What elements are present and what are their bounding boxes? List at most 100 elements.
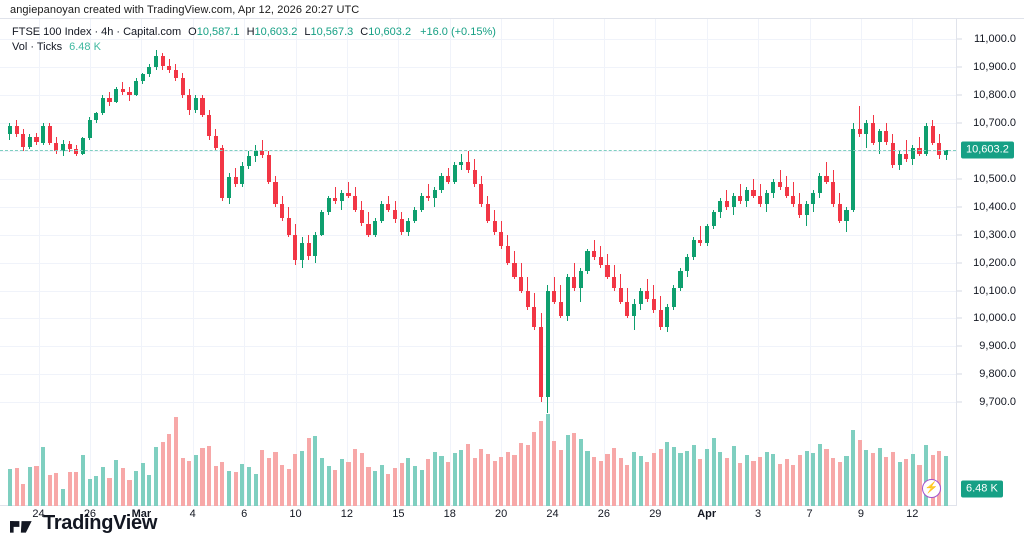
candle-body <box>751 189 756 196</box>
candlestick <box>704 19 710 506</box>
candle-wick <box>122 82 124 96</box>
candle-wick <box>168 58 170 73</box>
volume-bar <box>877 447 882 506</box>
candle-body <box>160 55 165 66</box>
volume-bar <box>167 433 172 506</box>
volume-bar <box>173 417 178 506</box>
candlestick <box>552 19 557 506</box>
candle-body <box>114 89 119 102</box>
candlestick <box>87 19 92 506</box>
candle-body <box>592 251 597 257</box>
volume-bar <box>200 447 205 506</box>
volume-bar <box>625 464 630 506</box>
candlestick <box>631 19 637 506</box>
volume-bar <box>180 457 185 506</box>
time-axis-label: 26 <box>597 508 611 520</box>
candle-body <box>691 240 696 257</box>
candle-body <box>744 189 749 202</box>
volume-bar <box>598 460 603 506</box>
volume-bar <box>14 467 19 506</box>
gridline-horizontal <box>0 318 956 320</box>
candle-body <box>844 209 849 221</box>
candle-wick <box>427 184 429 202</box>
candle-body <box>817 176 822 193</box>
candle-body <box>120 89 125 93</box>
candle-body <box>134 81 139 96</box>
gridline-vertical <box>398 19 399 506</box>
candle-wick <box>739 184 741 204</box>
candle-body <box>67 143 72 150</box>
volume-bar <box>399 463 404 506</box>
candle-body <box>724 201 729 207</box>
candlestick <box>738 19 743 506</box>
candlestick <box>545 19 550 506</box>
candle-body <box>213 135 218 149</box>
volume-bar <box>446 461 451 506</box>
volume-bar <box>406 457 411 506</box>
candlestick <box>167 19 172 506</box>
candlestick <box>519 19 524 506</box>
volume-bar <box>817 443 822 506</box>
time-axis-label: 7 <box>806 508 813 520</box>
candle-body <box>645 290 650 299</box>
gridline-vertical <box>244 19 245 506</box>
plot-area[interactable] <box>0 19 956 506</box>
volume-bar <box>578 439 583 506</box>
volume-bar <box>685 450 690 506</box>
volume-bar <box>306 437 311 506</box>
candle-body <box>904 153 909 160</box>
volume-bar <box>459 450 464 506</box>
candle-body <box>718 201 723 213</box>
candle-body <box>313 234 318 256</box>
volume-bar <box>47 474 52 506</box>
candlestick <box>313 19 318 506</box>
candlestick <box>658 19 663 506</box>
time-axis[interactable]: 24 26 Mar 4 6 10 12 15 18 20 24 26 29 Apr 3 7 9 12 <box>0 506 1024 528</box>
candlestick <box>359 19 364 506</box>
gridline-horizontal <box>0 122 956 124</box>
candlestick <box>406 19 411 506</box>
volume-bar <box>207 446 212 506</box>
price-axis-tick <box>957 94 962 96</box>
candlestick <box>120 19 125 506</box>
candle-wick <box>653 284 655 313</box>
gridline-vertical <box>912 19 913 506</box>
candle-body <box>439 176 444 190</box>
candle-body <box>758 195 763 204</box>
lightning-bolt-icon[interactable]: ⚡ <box>922 479 941 498</box>
volume-bar <box>519 443 524 506</box>
candle-body <box>319 212 325 235</box>
volume-bar <box>638 456 643 506</box>
volume-bar <box>134 470 139 506</box>
candlestick <box>877 19 882 506</box>
volume-bar <box>353 449 358 506</box>
price-axis-label: 11,000.0 <box>973 33 1016 46</box>
candlestick <box>512 19 517 506</box>
candle-body <box>897 153 902 165</box>
candle-body <box>446 176 451 182</box>
candle-body <box>638 290 643 305</box>
volume-bar <box>552 440 557 506</box>
candlestick <box>678 19 683 506</box>
candlestick <box>465 19 471 506</box>
candle-body <box>326 198 331 213</box>
volume-bar <box>764 452 769 506</box>
gridline-vertical <box>450 19 451 506</box>
volume-bar <box>844 456 849 506</box>
candle-body <box>851 128 856 210</box>
price-axis-tick <box>957 38 962 40</box>
time-axis-label: 29 <box>649 508 662 520</box>
price-axis-label: 10,000.0 <box>973 312 1016 325</box>
price-axis[interactable]: 11,000.0 10,900.0 10,800.0 10,700.0 10,500.0… <box>956 19 1024 506</box>
candlestick <box>890 19 895 506</box>
candlestick <box>47 19 52 506</box>
volume-bar <box>811 453 816 506</box>
volume-bar <box>797 455 803 506</box>
candle-body <box>771 181 776 193</box>
candlestick <box>459 19 464 506</box>
gridline-vertical <box>141 19 142 506</box>
candle-body <box>140 74 145 82</box>
candle-wick <box>261 139 263 158</box>
volume-bar <box>658 449 663 506</box>
candle-body <box>200 97 205 115</box>
